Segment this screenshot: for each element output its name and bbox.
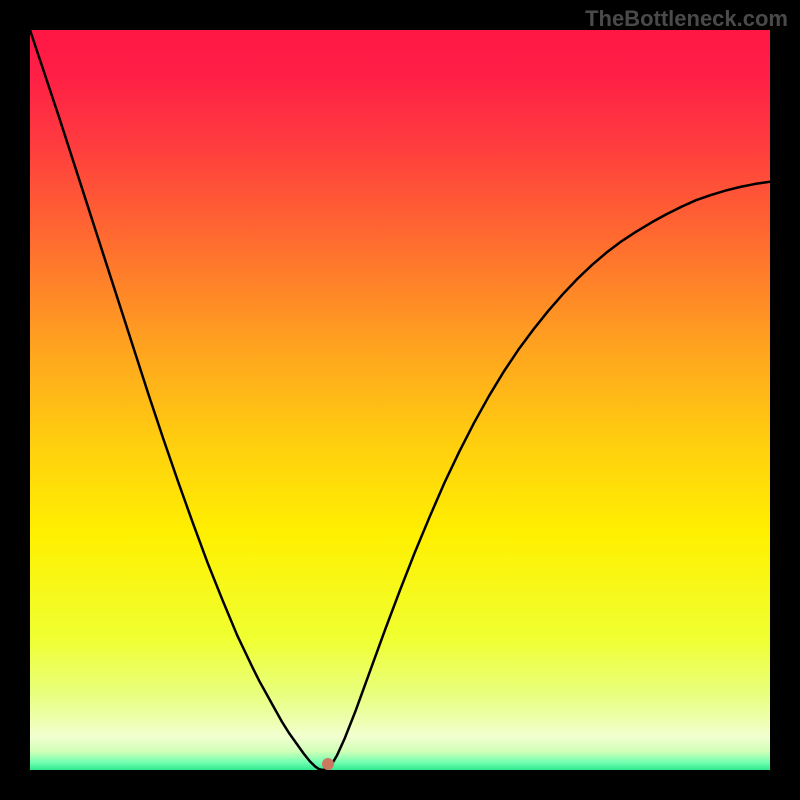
chart-container: TheBottleneck.com xyxy=(0,0,800,800)
gradient-background xyxy=(30,30,770,770)
watermark-text: TheBottleneck.com xyxy=(585,6,788,32)
